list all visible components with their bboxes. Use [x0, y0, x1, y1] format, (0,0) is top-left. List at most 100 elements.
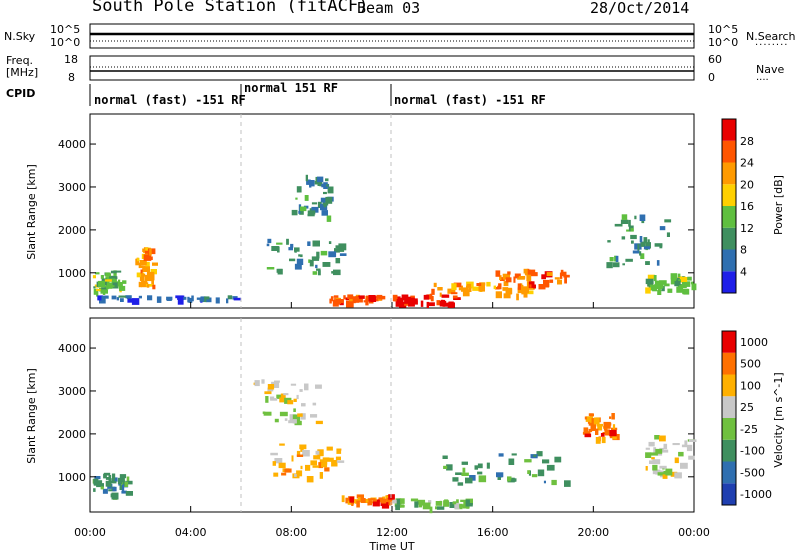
power-echo-7-29: [493, 285, 497, 290]
power-echo-7-27: [466, 283, 471, 288]
power-echo-1-27: [139, 260, 147, 266]
velocity-echo-4-27: [444, 499, 449, 503]
power-echo-1-37: [146, 284, 150, 288]
power-echo-2-18: [116, 297, 120, 301]
velocity-echo-5-37: [442, 455, 448, 459]
velocity-echo-5-10: [478, 475, 487, 483]
power-echo-7-4: [433, 282, 437, 288]
power-echo-9-19: [643, 246, 650, 250]
power-echo-4-15: [311, 256, 320, 261]
power-echo-0-21: [93, 286, 96, 289]
power-echo-2-35: [199, 298, 205, 302]
power-echo-4-4: [298, 254, 301, 257]
velocity-echo-3-38: [381, 498, 387, 504]
velocity-colorbar-tick-1: 500: [740, 358, 761, 371]
power-echo-6-31: [407, 298, 414, 303]
velocity-echo-1-13: [292, 414, 301, 422]
velocity-echo-1-32: [267, 384, 275, 390]
power-echo-9-9: [630, 234, 637, 240]
power-echo-4-7: [312, 271, 318, 275]
power-echo-3-24: [317, 181, 321, 186]
power-echo-2-13: [226, 298, 229, 304]
power-echo-9-14: [637, 243, 640, 251]
power-echo-2-4: [227, 295, 233, 300]
velocity-echo-7-39: [665, 468, 673, 476]
velocity-echo-1-35: [283, 393, 289, 396]
power-echo-9-22: [615, 255, 619, 262]
power-echo-5-5: [330, 296, 334, 302]
power-echo-10-35: [677, 273, 681, 277]
velocity-echo-2-24: [274, 458, 283, 464]
power-echo-7-34: [516, 293, 519, 301]
velocity-echo-1-7: [263, 411, 272, 416]
xtick-label-1: 04:00: [175, 526, 207, 539]
velocity-colorbar-frame: [721, 330, 737, 506]
power-echo-7-36: [507, 287, 512, 295]
velocity-echo-1-31: [254, 380, 260, 387]
power-echo-9-2: [620, 219, 629, 224]
velocity-echo-1-8: [269, 396, 275, 400]
power-echo-8-0: [554, 277, 560, 280]
power-echo-2-5: [138, 295, 142, 299]
velocity-echo-2-14: [273, 472, 279, 477]
power-echo-6-23: [436, 300, 441, 306]
velocity-echo-3-39: [368, 498, 376, 501]
velocity-echo-0-35: [100, 486, 104, 490]
power-echo-10-21: [679, 284, 682, 288]
velocity-echo-4-25: [429, 506, 433, 514]
velocity-echo-3-26: [351, 500, 354, 506]
power-echo-3-33: [317, 176, 324, 183]
power-echo-10-3: [676, 286, 684, 293]
power-echo-3-28: [325, 178, 329, 182]
velocity-echo-7-13: [684, 440, 688, 447]
velocity-echo-7-31: [655, 448, 663, 454]
xtick-label-3: 12:00: [376, 526, 408, 539]
power-echo-5-32: [354, 297, 360, 303]
power-colorbar-tick-2: 12: [740, 222, 754, 235]
power-echo-7-6: [447, 288, 456, 294]
power-echo-3-38: [321, 183, 330, 188]
velocity-echo-2-22: [336, 460, 345, 463]
cpid-segment-1: normal (fast) -151 RF: [94, 93, 246, 107]
power-echo-2-28: [129, 295, 132, 299]
velocity-echo-7-15: [645, 447, 650, 450]
power-echo-3-17: [327, 186, 334, 194]
velocity-echo-7-9: [660, 449, 669, 453]
power-echo-10-12: [647, 274, 655, 279]
power-echo-5-25: [358, 295, 365, 299]
power-echo-7-20: [494, 287, 500, 290]
velocity-echo-5-35: [465, 477, 473, 484]
power-echo-7-19: [479, 282, 486, 286]
velocity-echo-5-32: [531, 474, 538, 478]
power-echo-9-21: [639, 236, 643, 243]
power-echo-2-37: [127, 298, 134, 303]
freq-unit-label: [MHz]: [6, 66, 39, 79]
power-ytick-label-2: 3000: [58, 181, 86, 194]
velocity-echo-2-2: [270, 452, 278, 456]
power-echo-3-20: [325, 196, 333, 204]
velocity-echo-6-11: [611, 413, 615, 420]
power-colorbar-swatch-4: [722, 184, 736, 206]
velocity-echo-0-10: [121, 490, 127, 494]
power-echo-0-38: [98, 280, 105, 288]
power-echo-0-25: [106, 282, 113, 289]
velocity-echo-4-37: [449, 502, 453, 507]
power-echo-9-6: [614, 223, 623, 227]
velocity-echo-1-23: [315, 420, 323, 425]
power-echo-3-13: [321, 210, 328, 216]
power-echo-0-12: [93, 288, 99, 295]
power-echo-1-39: [146, 256, 153, 260]
velocity-echo-5-22: [497, 476, 501, 480]
velocity-echo-1-24: [284, 418, 288, 421]
power-echo-3-31: [323, 204, 327, 208]
power-colorbar-tick-5: 24: [740, 157, 754, 170]
power-echo-7-21: [431, 288, 435, 295]
velocity-echo-1-17: [300, 413, 306, 420]
power-echo-2-12: [215, 297, 220, 304]
power-echo-0-16: [116, 270, 122, 273]
power-echo-9-0: [631, 240, 634, 244]
power-echo-9-30: [654, 243, 663, 247]
power-echo-7-13: [466, 285, 469, 293]
power-colorbar-tick-0: 4: [740, 265, 747, 278]
cpid-segment-2: normal 151 RF: [244, 81, 338, 95]
